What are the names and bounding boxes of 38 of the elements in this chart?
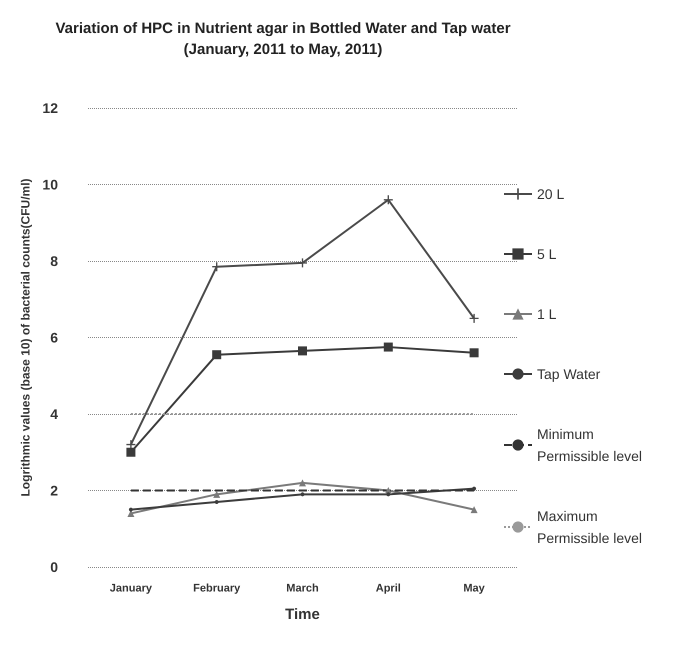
point: [128, 508, 133, 512]
y-tick-label: 12: [42, 100, 58, 116]
chart-subtitle: (January, 2011 to May, 2011): [184, 41, 382, 58]
y-tick-label: 0: [50, 559, 58, 575]
point: [300, 492, 304, 496]
point: [472, 486, 476, 491]
legend-label: 5 L: [537, 246, 557, 262]
legend-label: Minimum Permissible level: [537, 426, 642, 464]
y-tick-label: 6: [50, 330, 58, 346]
point: [214, 500, 219, 504]
point: [470, 314, 479, 323]
y-tick-label: 8: [50, 253, 58, 269]
point: [386, 492, 390, 496]
point: [384, 195, 393, 204]
y-tick-label: 2: [50, 482, 58, 498]
point: [470, 506, 478, 514]
x-tick-label: January: [110, 582, 153, 594]
point: [470, 348, 479, 358]
point: [212, 350, 222, 360]
chart-title: Variation of HPC in Nutrient agar in Bottled Water and Tap water: [55, 20, 511, 37]
point: [298, 346, 307, 356]
legend-label: 20 L: [537, 186, 564, 202]
legend-label: Tap Water: [537, 366, 601, 382]
point: [126, 448, 136, 457]
point: [213, 490, 220, 498]
point: [384, 342, 393, 352]
x-tick-label: February: [193, 582, 242, 594]
x-tick-label: March: [286, 582, 319, 594]
point: [298, 258, 307, 268]
y-tick-label: 4: [50, 406, 58, 422]
legend-label: Maximum Permissible level: [537, 508, 642, 546]
x-tick-label: May: [463, 582, 486, 594]
x-axis-title: Time: [285, 606, 320, 623]
legend-label: 1 L: [537, 306, 557, 322]
x-tick-label: April: [376, 582, 401, 594]
point: [299, 479, 306, 486]
y-axis-title: Logrithmic values (base 10) of bacterial counts(CFU/ml): [18, 178, 33, 497]
y-tick-label: 10: [42, 176, 58, 192]
